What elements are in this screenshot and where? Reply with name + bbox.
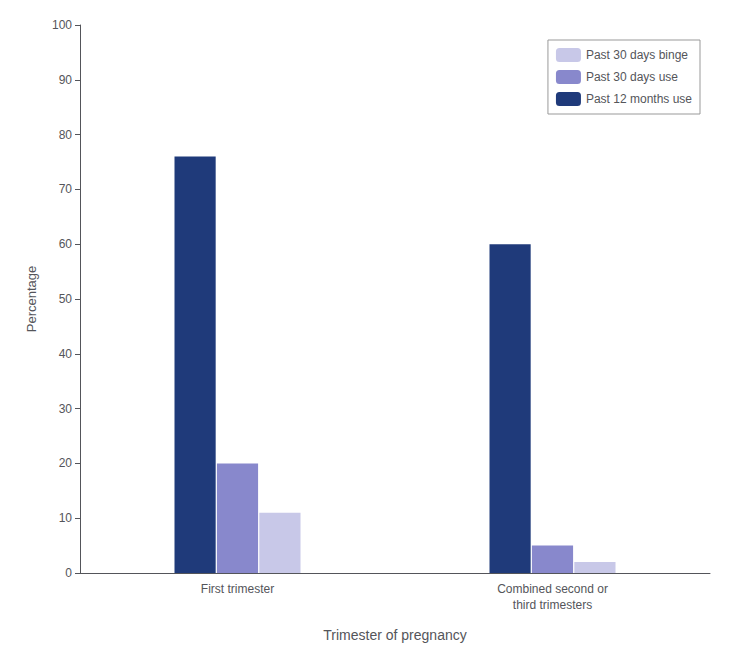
svg-text:20: 20 [59, 456, 73, 470]
svg-text:Past 30 days use: Past 30 days use [586, 70, 678, 84]
svg-text:10: 10 [59, 511, 73, 525]
svg-text:third trimesters: third trimesters [513, 598, 592, 612]
svg-text:Past 12 months use: Past 12 months use [586, 92, 692, 106]
svg-text:Percentage: Percentage [24, 266, 39, 333]
svg-text:Trimester of pregnancy: Trimester of pregnancy [323, 627, 466, 643]
svg-text:Past 30 days binge: Past 30 days binge [586, 48, 688, 62]
svg-text:80: 80 [59, 128, 73, 142]
svg-text:50: 50 [59, 292, 73, 306]
svg-text:90: 90 [59, 73, 73, 87]
svg-text:Combined second or: Combined second or [497, 582, 608, 596]
svg-text:First trimester: First trimester [201, 582, 274, 596]
svg-text:0: 0 [65, 566, 72, 580]
svg-text:70: 70 [59, 182, 73, 196]
svg-text:100: 100 [52, 18, 72, 32]
svg-text:30: 30 [59, 402, 73, 416]
svg-text:60: 60 [59, 237, 73, 251]
svg-text:40: 40 [59, 347, 73, 361]
